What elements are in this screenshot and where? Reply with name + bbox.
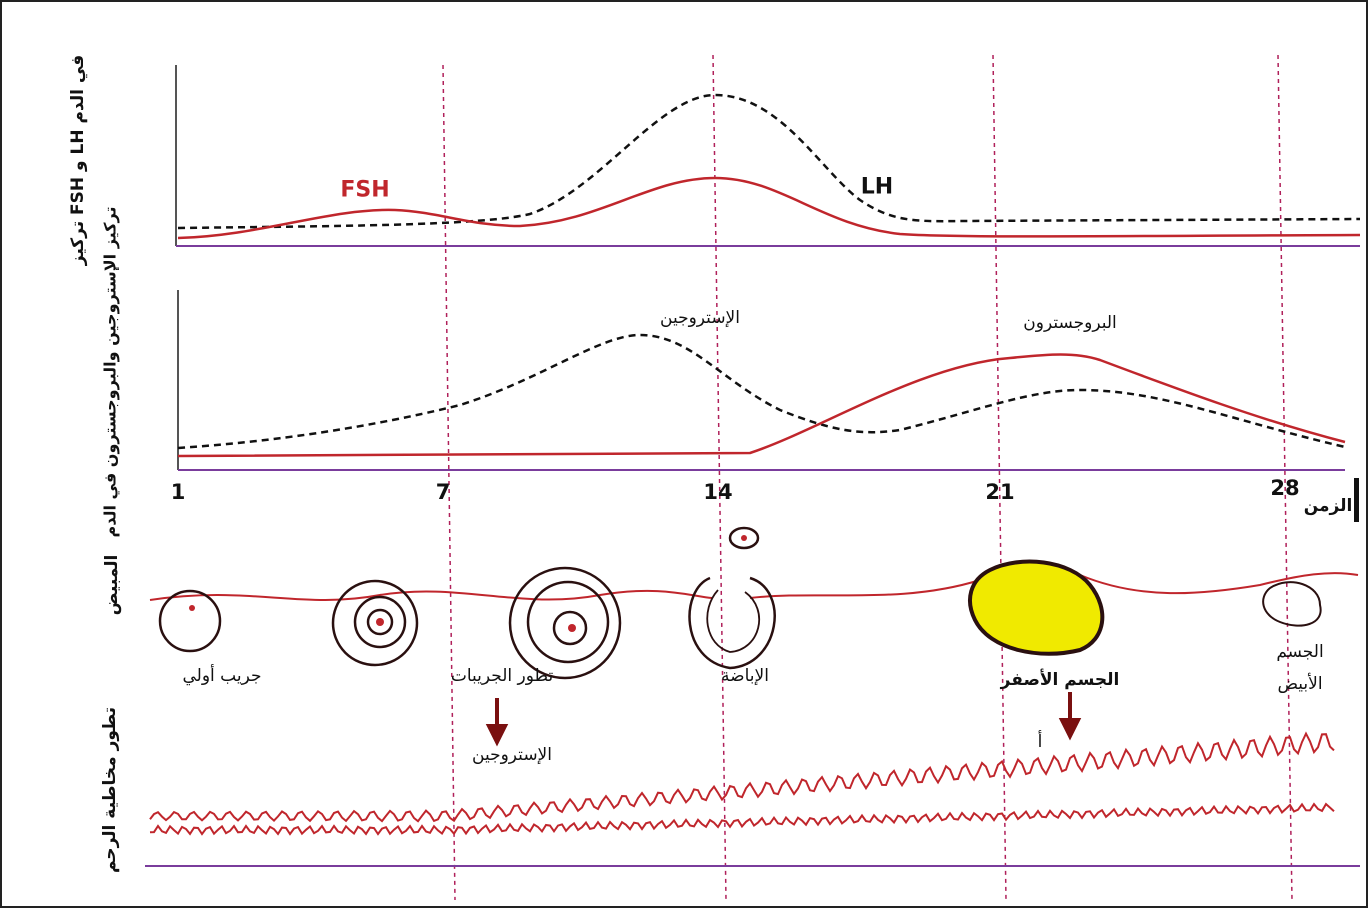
axes: [175, 65, 179, 470]
stage-label: جريب أولي: [182, 666, 262, 686]
curve-label: الإستروجين: [660, 308, 740, 328]
arrow-label: الإستروجين: [472, 745, 552, 765]
ovary-label: المبيض: [102, 554, 122, 616]
curve-label: البروجسترون: [1023, 313, 1117, 333]
endometrium: [149, 731, 1335, 836]
curve-label: LH: [860, 174, 894, 200]
stage-label: الجسم الأبيض: [1276, 642, 1324, 694]
arrow-label: أ: [1037, 732, 1043, 752]
day-label: 28: [1270, 476, 1300, 500]
day-label: 14: [703, 480, 733, 504]
stage-label: الإباضة: [721, 666, 769, 686]
day-label: 21: [985, 480, 1015, 504]
fsh-curve: [177, 176, 1361, 240]
lh-curve: [177, 93, 1361, 230]
time-bar: [1354, 478, 1359, 522]
stage-label: تطور الجريبات: [450, 666, 554, 686]
day-label: 7: [435, 480, 451, 504]
day-guides: [442, 54, 1293, 901]
progesterone-curve: [177, 353, 1346, 458]
axis-label: تركيز FSH و LH في الدم: [68, 54, 88, 266]
arrows: [485, 692, 1082, 747]
stage-label: الجسم الأصفر: [1000, 670, 1120, 690]
uterus-label: تطور مخاطية الرحم: [100, 706, 120, 874]
time-label: الزمن: [1303, 496, 1353, 516]
follicles: [158, 526, 1322, 680]
corpus-luteum: [968, 559, 1105, 656]
ovary-surface: [149, 563, 1359, 601]
day-label: 1: [170, 480, 186, 504]
baselines: [145, 245, 1360, 867]
curve-label: FSH: [340, 177, 390, 203]
estrogen-curve: [177, 333, 1346, 450]
axis-label: تركيز الإستروجين والبروجسترون في الدم: [100, 206, 120, 538]
